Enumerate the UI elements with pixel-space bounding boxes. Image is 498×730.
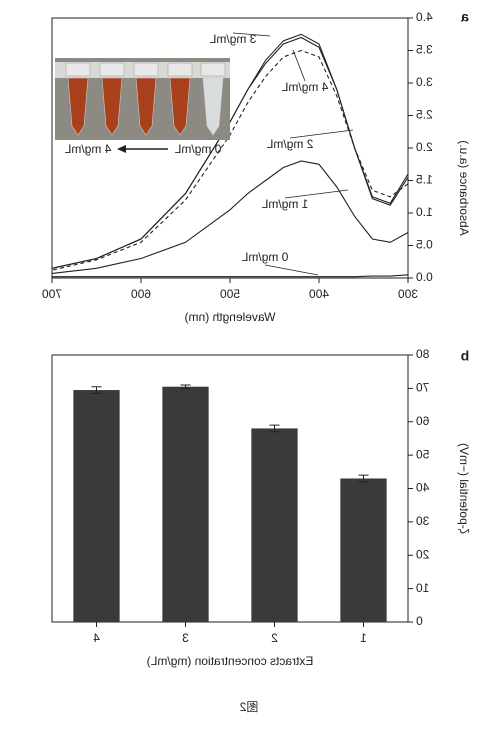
series-annotation: 0 mg/mL — [241, 250, 288, 264]
y-tick-label: 50 — [416, 447, 430, 461]
annotation-arrow — [232, 32, 271, 37]
spectrum-line — [52, 274, 409, 278]
inset-photo — [55, 58, 230, 140]
tube — [135, 77, 157, 136]
bar — [251, 428, 298, 622]
y-tick-label: 1.5 — [416, 173, 433, 187]
series-annotation: 3 mg/mL — [209, 32, 256, 46]
inset-arrowhead — [117, 145, 126, 153]
inset-label: 0 mg/mL — [174, 142, 221, 156]
error-bar — [358, 474, 369, 483]
series-annotation: 4 mg/mL — [281, 80, 328, 94]
annotation-arrow — [264, 264, 319, 276]
x-tick-label: 500 — [220, 287, 240, 301]
tube-cap — [99, 62, 125, 77]
y-tick-label: 70 — [416, 381, 430, 395]
x-tick-label: 3 — [182, 631, 189, 645]
tube-cap — [167, 62, 193, 77]
panel-label: a — [461, 9, 469, 25]
series-annotation: 2 mg/mL — [266, 137, 313, 151]
y-tick-label: 10 — [416, 581, 430, 595]
tube-cap — [133, 62, 159, 77]
spectrum-line — [51, 160, 409, 274]
y-tick-label: 30 — [416, 514, 430, 528]
inset-label: 4 mg/mL — [64, 142, 111, 156]
y-tick-label: 2.0 — [416, 140, 433, 154]
y-tick-label: 0.5 — [416, 238, 433, 252]
x-tick-label: 1 — [360, 631, 367, 645]
y-tick-label: 20 — [416, 547, 430, 561]
y-tick-label: 0.0 — [416, 270, 433, 284]
tube — [202, 77, 224, 136]
x-tick-label: 600 — [131, 287, 151, 301]
annotation-arrow — [289, 129, 354, 139]
bar — [73, 390, 120, 622]
error-bar — [269, 424, 280, 433]
y-axis-label: Absorbance (a.u.) — [457, 140, 471, 235]
mirrored-figure: 图2 0.00.51.01.52.02.53.03.54.03004005006… — [42, 9, 471, 714]
y-tick-label: 60 — [416, 414, 430, 428]
y-tick-label: 2.5 — [416, 108, 433, 122]
x-tick-label: 2 — [271, 631, 278, 645]
y-tick-label: 0 — [416, 614, 423, 628]
y-tick-label: 40 — [416, 481, 430, 495]
error-bar — [91, 386, 102, 394]
x-tick-label: 400 — [309, 287, 329, 301]
y-tick-label: 80 — [416, 347, 430, 361]
tube — [169, 77, 191, 136]
bar — [340, 478, 387, 622]
x-tick-label: 700 — [42, 287, 62, 301]
panel-label: b — [461, 348, 470, 364]
spectrum-line — [51, 36, 409, 269]
annotation-arrow — [292, 49, 306, 82]
tube-cap — [200, 62, 226, 77]
y-tick-label: 4.0 — [416, 10, 433, 24]
y-axis-label: ζ-potential (−mV) — [457, 443, 471, 534]
x-axis-label: Extracts concentration (mg/mL) — [147, 654, 314, 668]
y-tick-label: 3.0 — [416, 75, 433, 89]
y-tick-label: 1.0 — [416, 205, 433, 219]
annotation-arrow — [284, 189, 349, 199]
series-annotation: 1 mg/mL — [261, 197, 308, 211]
tube-cap — [65, 62, 91, 77]
error-bar — [180, 384, 191, 389]
x-tick-label: 300 — [398, 287, 418, 301]
spectrum-line — [51, 49, 409, 271]
x-axis-label: Wavelength (nm) — [185, 310, 276, 324]
tube — [67, 77, 89, 136]
y-tick-label: 3.5 — [416, 43, 433, 57]
x-tick-label: 4 — [93, 631, 100, 645]
tube — [101, 77, 123, 136]
caption: 图2 — [239, 700, 258, 714]
bar — [162, 386, 209, 622]
